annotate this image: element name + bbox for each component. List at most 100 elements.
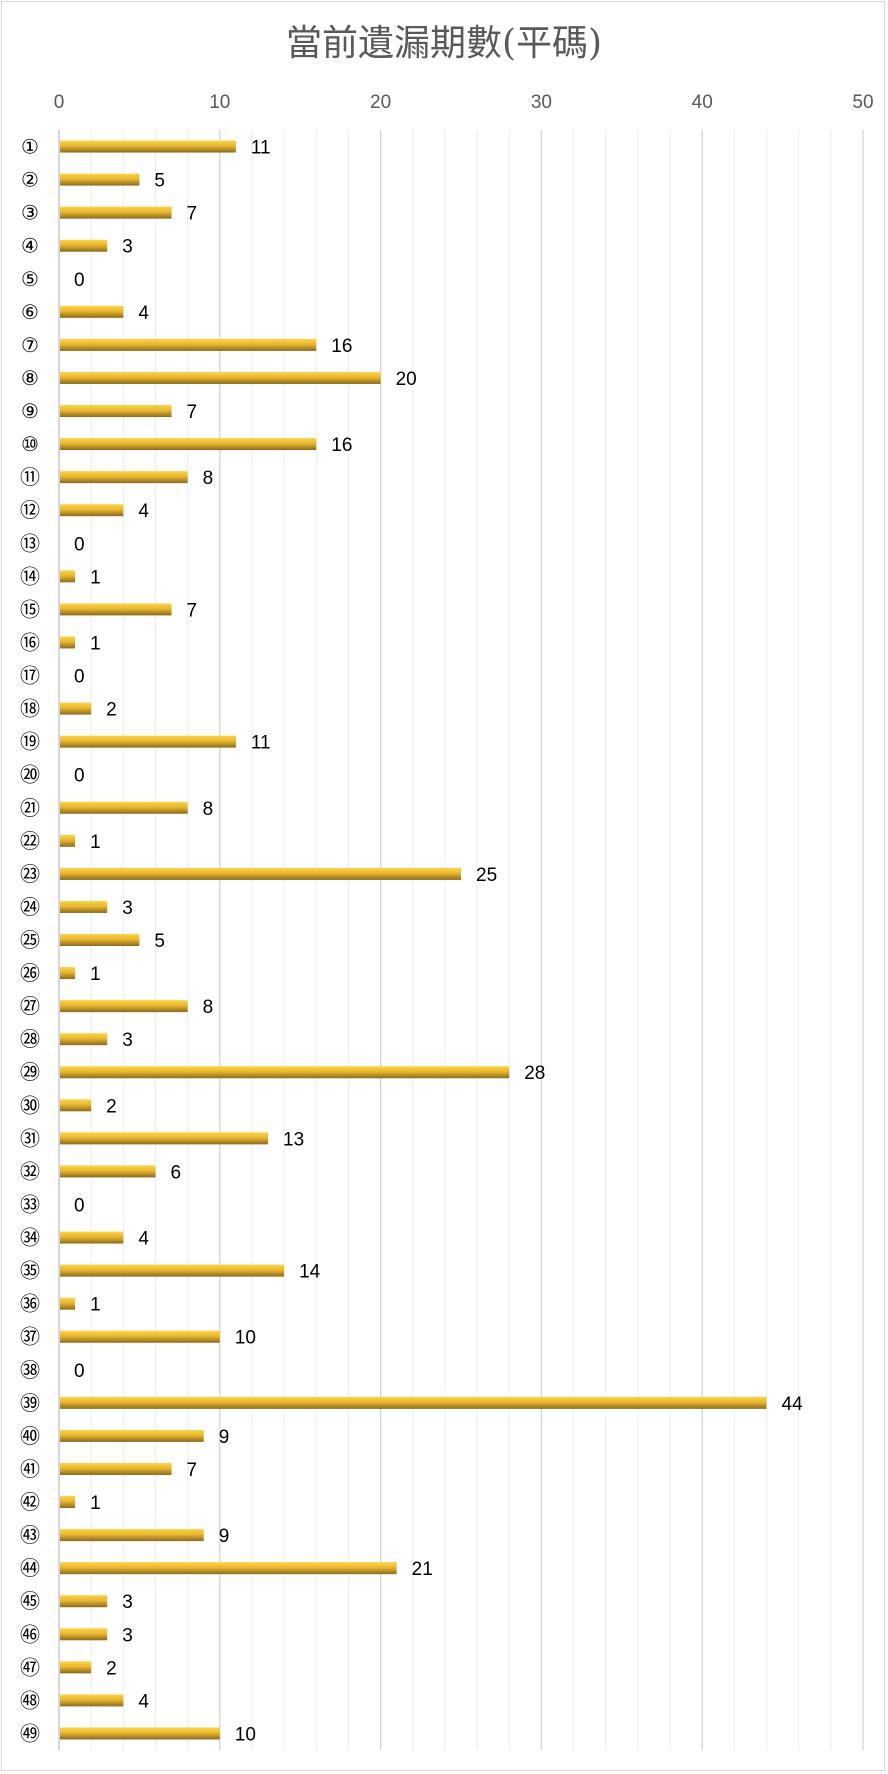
data-label: 3 <box>122 1625 133 1646</box>
bar <box>60 867 461 880</box>
category-label: ㊶ <box>20 1457 40 1481</box>
data-label: 2 <box>106 1658 117 1679</box>
data-label: 2 <box>106 1096 117 1117</box>
data-label: 25 <box>476 865 497 886</box>
data-label: 0 <box>74 270 85 291</box>
category-label: ㉜ <box>20 1159 40 1183</box>
x-tick-label: 50 <box>852 92 873 113</box>
data-label: 11 <box>251 733 271 754</box>
bar <box>60 1396 767 1409</box>
category-label: ㉑ <box>20 796 40 820</box>
data-label: 1 <box>90 567 101 588</box>
category-label: ㊾ <box>20 1721 40 1745</box>
data-label: 4 <box>138 1229 149 1250</box>
data-label: 7 <box>187 1460 198 1481</box>
category-label: ⑰ <box>20 664 40 688</box>
bar <box>60 1264 285 1277</box>
category-label: ㊺ <box>20 1589 40 1613</box>
data-label: 5 <box>154 931 165 952</box>
chart-title: 當前遺漏期數(平碼) <box>285 23 603 64</box>
category-label: ⑭ <box>20 564 40 588</box>
bar <box>60 934 140 946</box>
bar <box>60 239 108 252</box>
bar <box>60 206 172 219</box>
x-tick-label: 30 <box>531 92 552 113</box>
data-label: 20 <box>396 369 417 390</box>
category-label: ㉚ <box>20 1093 40 1117</box>
data-label: 16 <box>331 435 352 456</box>
data-label: 9 <box>219 1526 230 1547</box>
category-label: ③ <box>21 201 39 225</box>
data-label: 28 <box>524 1063 545 1084</box>
bar <box>60 1066 510 1079</box>
data-label: 14 <box>299 1262 321 1283</box>
x-tick-label: 20 <box>370 92 391 113</box>
data-label: 7 <box>187 600 198 621</box>
data-label: 10 <box>235 1328 256 1349</box>
category-label: ⑫ <box>20 498 40 522</box>
data-label: 21 <box>412 1559 433 1580</box>
bar <box>60 1661 92 1674</box>
bar <box>60 1132 269 1145</box>
category-label: ㉓ <box>20 862 40 886</box>
category-label: ⑨ <box>21 399 39 423</box>
category-label: ⑪ <box>20 465 40 489</box>
data-label: 3 <box>122 237 133 258</box>
category-label: ⑧ <box>21 366 39 390</box>
bar <box>60 1033 108 1046</box>
bar <box>60 801 188 814</box>
bar <box>60 1000 188 1013</box>
data-label: 0 <box>74 766 85 787</box>
bar <box>60 900 108 913</box>
category-label: ㉝ <box>20 1192 40 1216</box>
category-label: ㊴ <box>20 1391 40 1415</box>
category-label: ㊵ <box>20 1424 40 1448</box>
data-label: 8 <box>203 997 214 1018</box>
bar <box>60 371 381 384</box>
data-label: 44 <box>782 1394 804 1415</box>
bar <box>60 1529 204 1542</box>
category-label: ② <box>21 168 39 192</box>
data-label: 8 <box>203 799 214 820</box>
category-label: ⑬ <box>20 531 40 555</box>
data-label: 0 <box>74 1361 85 1382</box>
data-label: 4 <box>138 501 149 522</box>
category-label: ㉞ <box>20 1226 40 1250</box>
bar <box>60 305 124 318</box>
bar <box>60 1297 76 1310</box>
data-label: 7 <box>187 204 198 225</box>
category-label: ㉟ <box>20 1259 40 1283</box>
category-label: ㉗ <box>20 994 40 1018</box>
bar <box>60 140 236 153</box>
data-label: 1 <box>90 832 101 853</box>
data-label: 8 <box>203 468 214 489</box>
data-label: 9 <box>219 1427 230 1448</box>
data-label: 0 <box>74 534 85 555</box>
bar <box>60 570 76 583</box>
data-label: 0 <box>74 1195 85 1216</box>
data-label: 16 <box>331 336 352 357</box>
x-tick-label: 40 <box>692 92 713 113</box>
bar <box>60 1099 92 1112</box>
category-label: ㉛ <box>20 1126 40 1150</box>
data-label: 3 <box>122 1592 133 1613</box>
data-label: 2 <box>106 700 117 721</box>
category-label: ⑯ <box>20 630 40 654</box>
bar <box>60 1429 204 1442</box>
bar <box>60 834 76 847</box>
category-label: ⑮ <box>20 597 40 621</box>
bar <box>60 405 172 418</box>
bar <box>60 438 317 451</box>
data-label: 7 <box>187 402 198 423</box>
data-label: 4 <box>138 303 149 324</box>
category-label: ⑩ <box>21 432 39 456</box>
data-label: 13 <box>283 1129 304 1150</box>
data-label: 4 <box>138 1691 149 1712</box>
bar <box>60 173 140 186</box>
bar <box>60 504 124 517</box>
bar <box>60 702 92 715</box>
bar <box>60 1330 220 1343</box>
bar <box>60 1694 124 1707</box>
category-label: ㊲ <box>20 1325 40 1349</box>
data-label: 5 <box>154 171 165 192</box>
